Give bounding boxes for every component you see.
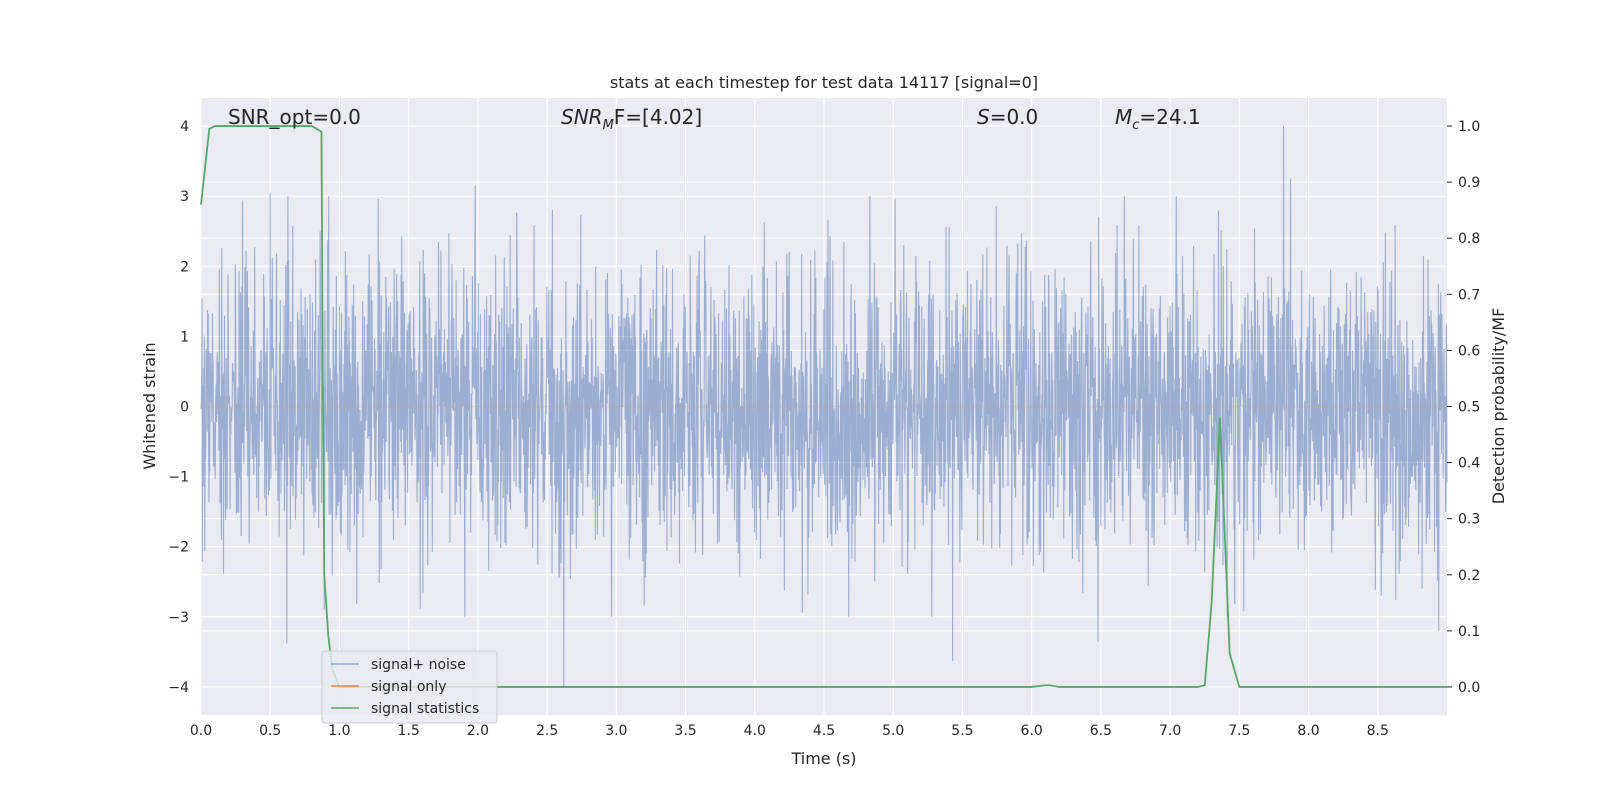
x-tick-label: 7.0 xyxy=(1159,723,1181,739)
y-right-tick-label: 0.3 xyxy=(1458,512,1480,528)
y-right-tick-label: 0.7 xyxy=(1458,287,1480,303)
annotation-snr-mf-sub: M xyxy=(603,118,614,133)
signal-statistics-line xyxy=(200,125,1447,688)
y-right-tick-label: 1.0 xyxy=(1458,119,1480,135)
y-right-tick-label: 0.2 xyxy=(1458,568,1480,584)
y-left-tick-label: −4 xyxy=(168,680,189,696)
annotation-mc: Mc=24.1 xyxy=(1115,105,1201,133)
x-tick-label: 7.5 xyxy=(1228,723,1250,739)
y-right-tick-label: 0.0 xyxy=(1458,680,1480,696)
legend-box xyxy=(321,650,498,724)
x-tick-label: 3.0 xyxy=(605,723,627,739)
x-tick-label: 0.0 xyxy=(190,723,212,739)
legend-label-signal: signal only xyxy=(371,679,446,695)
annotation-s-rest: =0.0 xyxy=(990,105,1039,129)
x-tick-label: 4.0 xyxy=(744,723,766,739)
y-left-tick-label: −3 xyxy=(168,610,189,626)
x-tick-label: 6.0 xyxy=(1021,723,1043,739)
x-tick-label: 5.5 xyxy=(951,723,973,739)
annotation-snr-mf-rest: F=[4.02] xyxy=(614,105,702,129)
annotation-snr-mf: SNRMF=[4.02] xyxy=(561,105,702,133)
x-tick-label: 2.0 xyxy=(467,723,489,739)
y-right-tick-label: 0.6 xyxy=(1458,343,1480,359)
x-axis-label: Time (s) xyxy=(790,749,856,768)
x-tick-label: 8.5 xyxy=(1367,723,1389,739)
y-axis-left-label: Whitened strain xyxy=(140,342,159,469)
y-left-tick-label: −2 xyxy=(168,540,189,556)
noise-trace xyxy=(200,126,1448,687)
x-tick-label: 8.0 xyxy=(1297,723,1319,739)
legend-label-stats: signal statistics xyxy=(371,701,479,717)
x-tick-label: 0.5 xyxy=(259,723,281,739)
y-left-tick-label: −1 xyxy=(168,470,189,486)
x-tick-label: 3.5 xyxy=(674,723,696,739)
signal-statistics-series xyxy=(200,125,1447,688)
y-right-tick-label: 0.5 xyxy=(1458,400,1480,416)
y-left-tick-label: 3 xyxy=(180,189,189,205)
x-tick-label: 6.5 xyxy=(1090,723,1112,739)
ticks-layer: 0.0 0.5 1.0 1.5 2.0 2.5 3.0 3.5 4.0 4.5 5.0 5.5 6.0 6… xyxy=(168,119,1480,739)
annotation-mc-rest: =24.1 xyxy=(1139,105,1200,129)
legend: signal+ noise signal only signal statist… xyxy=(321,650,498,724)
annotation-s-italic: S xyxy=(977,105,990,129)
y-left-tick-label: 4 xyxy=(180,119,189,135)
x-tick-label: 1.5 xyxy=(398,723,420,739)
y-left-tick-label: 1 xyxy=(180,329,189,345)
chart-title: stats at each timestep for test data 141… xyxy=(610,73,1038,92)
y-left-tick-label: 2 xyxy=(180,259,189,275)
y-right-tick-label: 0.4 xyxy=(1458,456,1480,472)
annotation-mc-sub: c xyxy=(1132,118,1139,133)
y-left-tick-label: 0 xyxy=(180,400,189,416)
legend-label-noise: signal+ noise xyxy=(371,657,466,673)
y-axis-right-label: Detection probability/MF xyxy=(1489,308,1508,505)
y-right-tick-label: 0.9 xyxy=(1458,175,1480,191)
noise-series xyxy=(200,126,1448,687)
annotation-snr-mf-main: SNR xyxy=(561,105,603,129)
y-right-tick-label: 0.1 xyxy=(1458,624,1480,640)
x-tick-label: 4.5 xyxy=(813,723,835,739)
annotation-snr-opt: SNR_opt=0.0 xyxy=(228,105,361,129)
x-tick-label: 5.0 xyxy=(882,723,904,739)
annotation-s: S=0.0 xyxy=(977,105,1038,129)
y-right-tick-label: 0.8 xyxy=(1458,231,1480,247)
annotation-mc-main: M xyxy=(1115,105,1132,129)
x-tick-label: 1.0 xyxy=(328,723,350,739)
x-tick-label: 2.5 xyxy=(536,723,558,739)
